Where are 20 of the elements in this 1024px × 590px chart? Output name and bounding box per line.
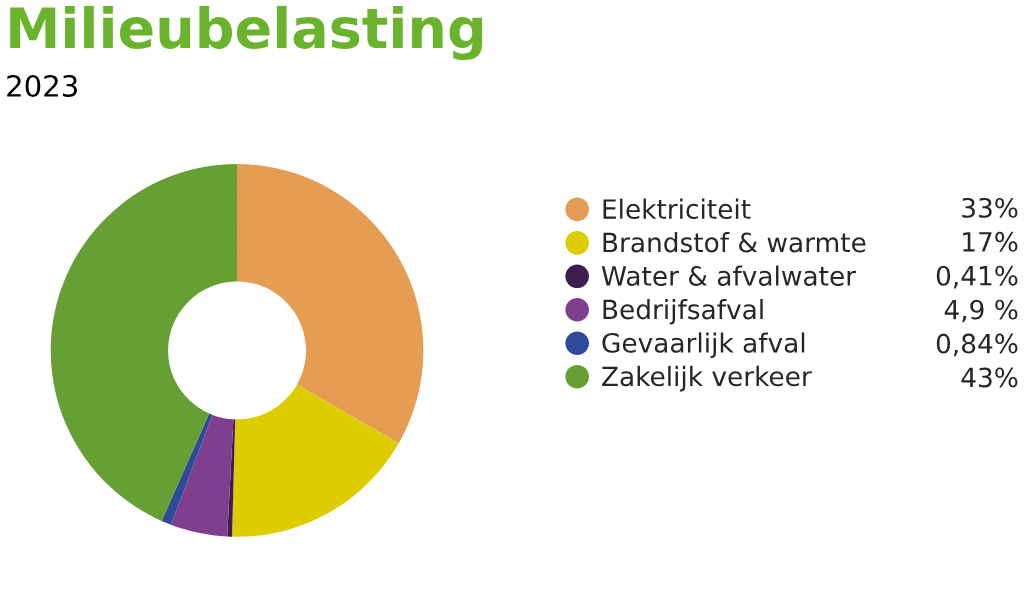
legend-label: Bedrijfsafval — [603, 298, 763, 325]
legend-label: Zakelijk verkeer — [602, 365, 812, 392]
data-label: 4,9 % — [944, 299, 1018, 323]
legend-label: Brandstof & warmte — [603, 232, 866, 253]
chart-subtitle: 2023 — [7, 74, 78, 97]
donut-slice — [170, 414, 234, 537]
donut-slice — [161, 413, 213, 525]
data-label: 17% — [963, 231, 1018, 252]
data-label: 0,84% — [936, 333, 1018, 357]
donut-slice — [232, 384, 399, 537]
data-label: 43% — [961, 367, 1018, 388]
donut-slice — [50, 164, 238, 521]
donut-slice — [227, 419, 236, 537]
legend-label: Elektriciteit — [603, 198, 751, 220]
donut-slice — [237, 164, 424, 444]
data-label: 33% — [962, 197, 1018, 218]
legend-label: Gevaarlijk afval — [602, 332, 805, 358]
chart-title: Milieubelasting — [10, 5, 483, 61]
data-label: 0,41% — [936, 265, 1018, 289]
legend-label: Water & afvalwater — [601, 265, 857, 286]
